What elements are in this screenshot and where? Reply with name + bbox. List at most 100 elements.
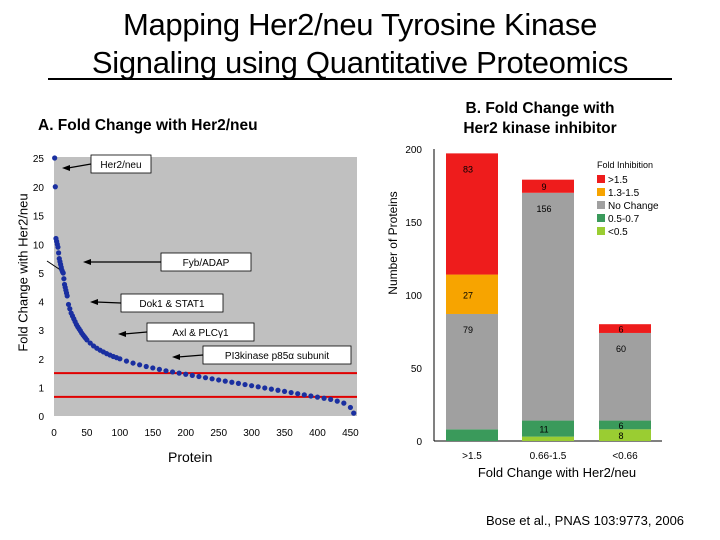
- data-point: [189, 372, 195, 378]
- bar-segment: [522, 420, 574, 437]
- data-point: [143, 363, 149, 370]
- panel-b-label-line-1: B. Fold Change with: [465, 100, 615, 117]
- bar-segment: [599, 420, 651, 430]
- y-tick-label: 10: [33, 240, 45, 251]
- legend-label: <0.5: [608, 227, 628, 238]
- bar-segment: [599, 429, 651, 441]
- callout-arrowhead: [172, 354, 180, 360]
- bar-y-tick-label: 0: [416, 437, 422, 448]
- data-point: [64, 293, 70, 299]
- data-point: [222, 378, 228, 384]
- bar-segment: [446, 429, 498, 441]
- callout-arrowhead: [62, 165, 70, 171]
- data-point: [67, 306, 73, 312]
- y-tick-label: 2: [38, 355, 44, 366]
- legend-swatch: [597, 175, 605, 183]
- callout-label: Her2/neu: [100, 160, 141, 171]
- data-point: [55, 244, 61, 250]
- y-tick-label: 3: [38, 326, 44, 337]
- title-line-1: Mapping Her2/neu Tyrosine Kinase: [122, 7, 598, 42]
- data-point: [169, 369, 176, 375]
- bar-category-label: >1.5: [462, 451, 482, 462]
- data-point: [295, 391, 301, 397]
- callout-arrowhead: [118, 331, 126, 337]
- bar-category-label: <0.66: [612, 451, 638, 462]
- data-point: [321, 395, 327, 401]
- data-point: [150, 365, 156, 371]
- data-point: [229, 379, 235, 385]
- bar-segment: [599, 324, 651, 333]
- data-point: [183, 371, 189, 377]
- bar-value-label: 156: [536, 204, 551, 214]
- data-point: [196, 373, 202, 380]
- legend-swatch: [597, 214, 605, 222]
- data-point: [117, 356, 123, 362]
- data-point: [301, 392, 307, 398]
- y-tick-label: 5: [38, 269, 44, 280]
- data-point: [176, 370, 182, 376]
- data-point: [84, 337, 90, 343]
- data-point: [123, 358, 130, 364]
- data-point: [202, 375, 209, 381]
- data-point: [262, 385, 268, 391]
- data-point: [52, 155, 58, 161]
- y-tick-label: 1: [38, 383, 44, 394]
- bar-value-label: 6: [618, 421, 623, 431]
- y-tick-label: 0: [38, 412, 44, 423]
- y-tick-label: 20: [33, 183, 45, 194]
- bar-segment: [446, 153, 498, 275]
- legend-label: 0.5-0.7: [608, 214, 640, 225]
- data-point: [334, 398, 340, 404]
- data-point: [56, 250, 62, 256]
- callout-arrow: [177, 354, 204, 358]
- data-point: [328, 396, 334, 403]
- bar-y-tick-label: 100: [405, 291, 422, 302]
- callout-arrowhead: [90, 299, 98, 305]
- panel-a-label: A. Fold Change with Her2/neu: [38, 117, 258, 134]
- bar-y-tick-label: 200: [405, 145, 422, 156]
- data-point: [216, 377, 222, 383]
- panel-b-label: B. Fold Change with Her2 kinase inhibito…: [440, 99, 640, 139]
- chart-b-xlabel: Fold Change with Her2/neu: [477, 465, 637, 480]
- y-tick-label: 15: [33, 212, 45, 223]
- callout-arrow: [67, 163, 92, 169]
- data-point: [341, 400, 347, 406]
- legend-swatch: [597, 201, 605, 209]
- x-tick-label: 100: [112, 428, 129, 439]
- x-tick-label: 200: [177, 428, 194, 439]
- data-point: [281, 388, 288, 395]
- x-tick-label: 0: [51, 428, 57, 439]
- bar-segment: [599, 332, 651, 421]
- callout-label: PI3kinase p85α subunit: [225, 351, 329, 362]
- x-tick-label: 250: [210, 428, 227, 439]
- x-tick-label: 150: [144, 428, 161, 439]
- data-point: [249, 383, 255, 389]
- data-point: [347, 404, 354, 411]
- data-point: [255, 384, 261, 390]
- x-tick-label: 350: [276, 428, 293, 439]
- bar-category-label: 0.66-1.5: [530, 451, 567, 462]
- x-tick-label: 50: [81, 428, 93, 439]
- bar-segment: [522, 192, 574, 421]
- bar-value-label: 27: [463, 290, 473, 300]
- bar-value-label: 11: [539, 425, 548, 435]
- callout-label: Fyb/ADAP: [183, 258, 230, 269]
- legend-label: 1.3-1.5: [608, 188, 640, 199]
- callout-arrow: [95, 301, 122, 304]
- legend-title: Fold Inhibition: [597, 160, 653, 170]
- data-point: [60, 270, 66, 276]
- callout-arrow: [123, 331, 148, 335]
- bar-y-tick-label: 50: [411, 364, 423, 375]
- bar-value-label: 83: [463, 164, 473, 174]
- y-tick-label: 25: [33, 154, 45, 165]
- data-point: [308, 393, 314, 399]
- legend-label: >1.5: [608, 175, 628, 186]
- data-point: [235, 380, 242, 386]
- bar-segment: [522, 179, 574, 193]
- bar-segment: [446, 274, 498, 314]
- data-point: [268, 386, 274, 392]
- bar-value-label: 6: [618, 325, 623, 335]
- title-underline: [48, 78, 672, 80]
- bar-value-label: 60: [616, 344, 626, 354]
